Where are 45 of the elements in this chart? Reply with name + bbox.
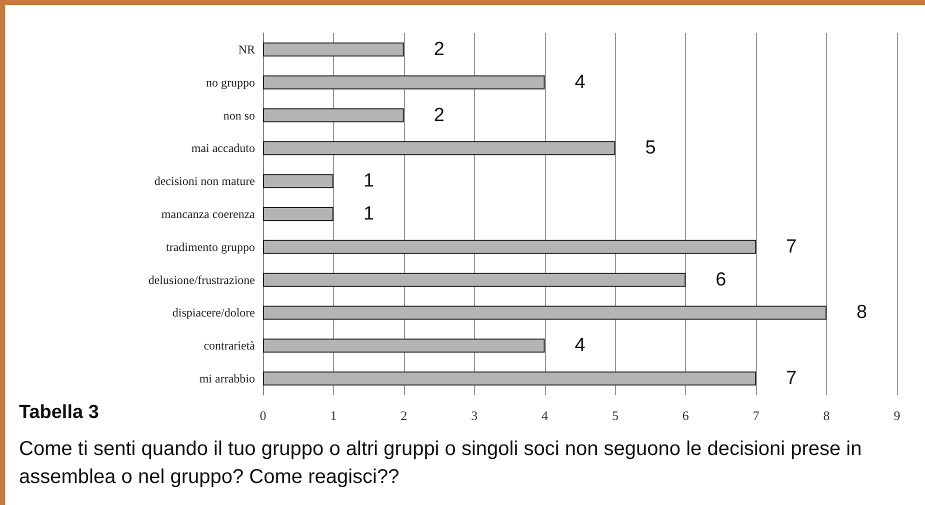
bar (263, 306, 827, 320)
y-tick-label: tradimento gruppo (166, 240, 255, 254)
bar (263, 108, 404, 122)
bar (263, 372, 756, 386)
bar (263, 240, 756, 254)
y-tick-label: non so (223, 108, 255, 122)
bar (263, 141, 616, 156)
x-tick-label: 1 (330, 408, 337, 423)
bar (263, 174, 334, 188)
data-label: 2 (434, 104, 444, 126)
text: Come ti senti quando il tuo gruppo o altri gruppi o singoli soci non seguono le decisioni prese in assemblea o nel gruppo? Come reagisci?? (19, 438, 868, 488)
y-tick-label: decisioni non mature (154, 174, 255, 188)
data-label: 4 (574, 72, 586, 93)
data-label: 2 (434, 38, 444, 60)
data-label: 6 (716, 269, 726, 290)
data-label: 1 (363, 204, 374, 224)
x-tick-label: 8 (823, 408, 830, 423)
y-tick-label: mi arrabbio (199, 372, 255, 386)
y-tick-label: dispiacere/dolore (172, 306, 255, 320)
y-tick-label: contrarietà (204, 338, 256, 353)
data-label: 7 (786, 236, 797, 258)
x-tick-label: 7 (752, 408, 760, 423)
x-tick-label: 2 (400, 408, 408, 423)
bar (263, 207, 334, 221)
y-tick-label: mancanza coerenza (161, 207, 256, 221)
bar (263, 75, 545, 90)
y-tick-label: no gruppo (206, 75, 255, 90)
x-tick-label: 9 (894, 408, 900, 423)
data-label: 5 (645, 138, 656, 159)
x-tick-label: 6 (682, 408, 690, 423)
data-label: 1 (363, 170, 374, 192)
data-label: 8 (856, 302, 868, 324)
y-tick-label: delusione/frustrazione (148, 272, 255, 287)
bar (263, 338, 545, 353)
bar (263, 42, 404, 56)
data-label: 4 (574, 335, 586, 356)
bar (263, 272, 686, 287)
text: Tabella 3 (19, 402, 99, 423)
data-label: 7 (786, 368, 797, 390)
x-tick-label: 3 (471, 408, 478, 423)
y-tick-label: mai accaduto (191, 141, 255, 156)
y-tick-label: NR (238, 42, 255, 56)
x-tick-label: 0 (260, 408, 266, 423)
x-tick-label: 4 (542, 408, 549, 423)
x-tick-label: 5 (612, 408, 618, 423)
